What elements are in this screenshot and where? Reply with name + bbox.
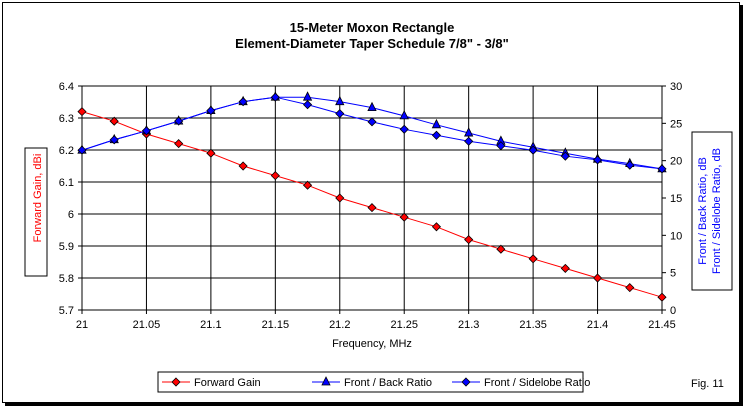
data-point [657, 292, 667, 302]
legend-label: Forward Gain [194, 377, 261, 389]
chart-subtitle: Element-Diameter Taper Schedule 7/8" - 3… [235, 36, 509, 51]
y2-tick-label: 30 [670, 81, 682, 93]
x-tick-label: 21 [76, 319, 88, 331]
data-point [528, 254, 538, 264]
y-tick-label: 5.9 [59, 241, 74, 253]
data-point [399, 109, 409, 120]
data-point [625, 283, 635, 293]
legend-label: Front / Back Ratio [344, 377, 432, 389]
y-tick-label: 5.7 [59, 305, 74, 317]
x-tick-label: 21.15 [262, 319, 290, 331]
y2-axis-label: Front / Sidelobe Ratio, dB [711, 148, 723, 274]
data-point [560, 151, 570, 161]
x-tick-label: 21.3 [458, 319, 479, 331]
y-tick-label: 6.2 [59, 145, 74, 157]
y-tick-label: 6.1 [59, 177, 74, 189]
y2-tick-label: 0 [670, 305, 676, 317]
data-point [77, 145, 87, 155]
data-point [431, 222, 442, 232]
data-point [560, 263, 570, 273]
y2-tick-label: 20 [670, 156, 682, 168]
data-point [431, 130, 442, 140]
data-point [335, 95, 345, 106]
chart-title: 15-Meter Moxon Rectangle [290, 20, 455, 35]
y2-tick-label: 25 [670, 118, 682, 130]
legend-marker [321, 376, 331, 386]
legend-label: Front / Sidelobe Ratio [484, 377, 590, 389]
data-point [174, 139, 184, 149]
x-tick-label: 21.45 [648, 319, 676, 331]
data-point [592, 273, 603, 283]
data-point [464, 235, 474, 245]
figure-annotation: Fig. 11 [691, 378, 724, 390]
x-tick-label: 21.1 [200, 319, 221, 331]
y2-tick-label: 15 [670, 193, 682, 205]
y-tick-label: 6.4 [59, 81, 74, 93]
y-tick-label: 6 [68, 209, 74, 221]
data-point [206, 106, 216, 116]
data-point [302, 100, 313, 110]
data-point [431, 118, 442, 129]
data-point [174, 116, 184, 126]
y-tick-label: 6.3 [59, 113, 74, 125]
x-tick-label: 21.35 [519, 319, 547, 331]
data-point [109, 116, 119, 126]
legend-marker [461, 377, 471, 387]
data-point [464, 136, 474, 146]
data-point [206, 148, 216, 158]
data-point [238, 97, 248, 107]
data-point [625, 160, 635, 170]
x-axis-label: Frequency, MHz [332, 338, 412, 350]
data-point [528, 145, 538, 155]
x-tick-label: 21.05 [133, 319, 161, 331]
y2-tick-label: 5 [670, 268, 676, 280]
y-tick-label: 5.8 [59, 273, 74, 285]
y2-axis-label: Front / Back Ratio, dB [697, 157, 709, 265]
data-point [77, 107, 87, 117]
data-point [270, 171, 280, 181]
data-point [367, 117, 377, 127]
data-point [238, 161, 248, 171]
y-axis-label: Forward Gain, dBi [32, 154, 44, 243]
x-tick-label: 21.4 [587, 319, 608, 331]
y2-tick-label: 10 [670, 230, 682, 242]
data-point [367, 101, 377, 112]
legend-marker [171, 377, 181, 387]
data-point [302, 180, 313, 190]
data-point [141, 126, 152, 136]
legend-box [157, 371, 584, 393]
data-point [496, 141, 506, 151]
x-tick-label: 21.2 [329, 319, 350, 331]
data-point [367, 203, 377, 213]
data-point [399, 212, 409, 222]
data-point [496, 244, 506, 254]
data-point [657, 164, 667, 174]
data-point [335, 109, 345, 119]
data-point [592, 155, 603, 165]
data-point [399, 124, 409, 134]
data-point [109, 135, 119, 145]
y2-axis-label-box [691, 131, 733, 291]
x-tick-label: 21.25 [390, 319, 418, 331]
y-axis-label-box [24, 147, 48, 277]
data-point [335, 193, 345, 203]
data-point [270, 92, 280, 102]
data-point [464, 127, 474, 137]
